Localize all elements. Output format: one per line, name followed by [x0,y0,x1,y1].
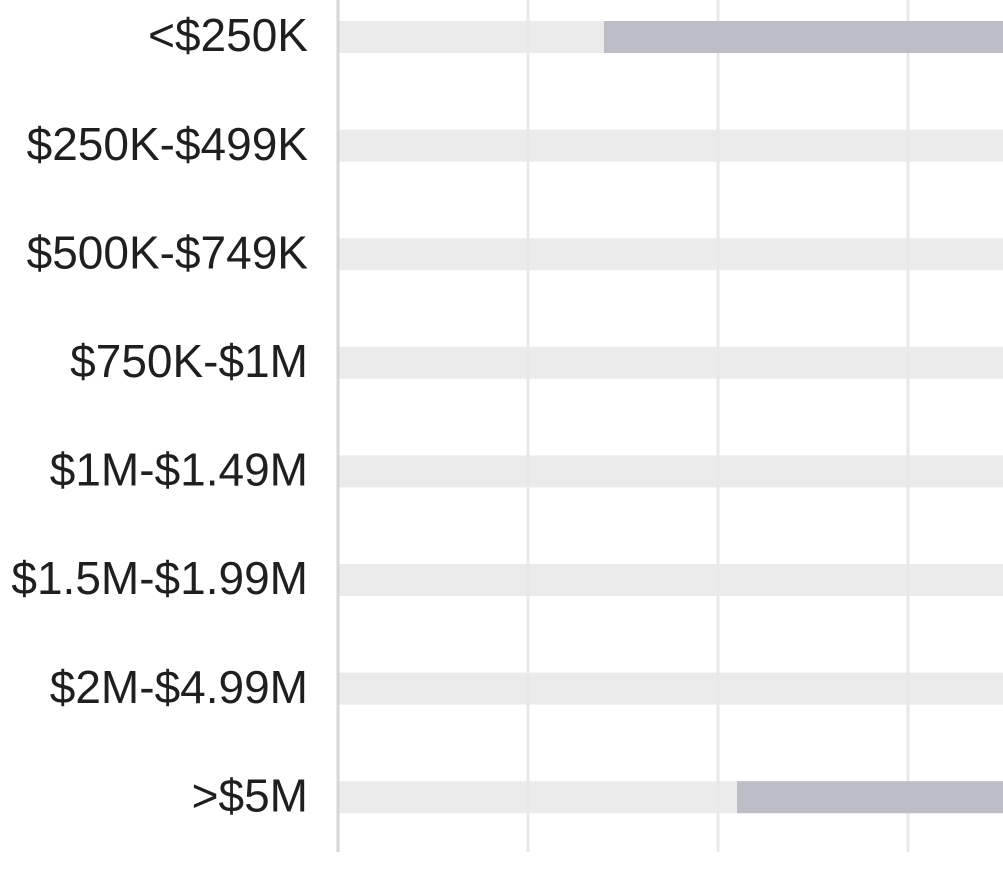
y-tick-label: <$250K [148,9,308,61]
y-tick-label: >$5M [192,769,308,821]
bar-track [338,346,1003,379]
y-tick-label: $250K-$499K [27,118,309,170]
y-tick-label: $1M-$1.49M [50,444,308,496]
bar-track [338,672,1003,705]
bar [737,781,1003,814]
bar [604,21,1003,53]
bar-track [338,129,1003,162]
bar-track [338,455,1003,488]
y-tick-label: $1.5M-$1.99M [11,552,308,604]
y-tick-label: $2M-$4.99M [50,661,308,713]
bar-track [338,238,1003,271]
y-tick-label: $750K-$1M [70,335,308,387]
bar-track [338,564,1003,596]
y-tick-label: $500K-$749K [27,226,309,278]
